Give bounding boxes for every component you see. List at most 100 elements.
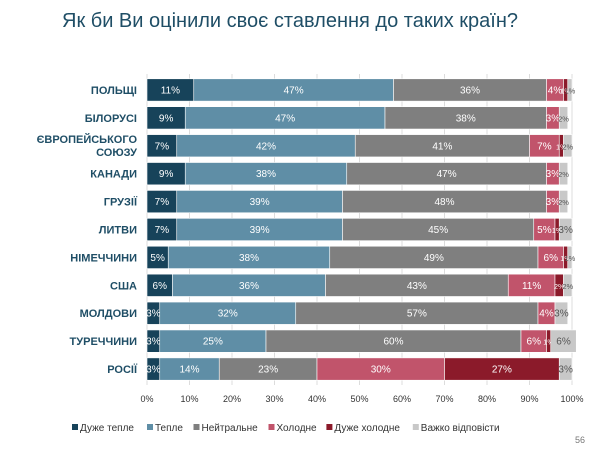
data-label: 1%	[552, 226, 563, 235]
data-label: 47%	[284, 85, 304, 96]
category-label: БІЛОРУСІ	[85, 113, 137, 125]
data-label: 57%	[407, 309, 427, 320]
legend-label: Дуже холодне	[334, 423, 400, 434]
x-tick-label: 70%	[435, 394, 453, 404]
data-label: 6%	[556, 337, 571, 348]
data-label: 41%	[432, 141, 452, 152]
legend-swatch	[147, 424, 153, 430]
data-label: 3%	[546, 169, 561, 180]
data-label: 11%	[161, 85, 180, 96]
data-label: 7%	[155, 197, 170, 208]
bar-segment	[563, 134, 573, 158]
data-label: 1%	[543, 338, 554, 347]
category-label: НІМЕЧЧИНИ	[70, 252, 137, 264]
legend-swatch	[268, 424, 275, 430]
data-label: 2%	[558, 170, 569, 179]
data-label: 4%	[539, 309, 554, 320]
bar-segment	[567, 78, 573, 102]
category-label: ГРУЗІЇ	[104, 196, 138, 209]
data-label: 3%	[546, 197, 561, 208]
data-label: 2%	[558, 114, 569, 123]
bar-segment	[558, 162, 569, 186]
x-tick-label: 80%	[478, 394, 496, 404]
data-label: 43%	[407, 281, 427, 292]
data-label: 38%	[456, 113, 476, 124]
x-tick-label: 10%	[180, 394, 198, 404]
chart-title: Як би Ви оцінили своє ставлення до таких…	[62, 10, 519, 32]
category-label: ЛИТВИ	[99, 225, 137, 237]
data-label: 3%	[146, 337, 161, 348]
data-label: 1%	[556, 142, 567, 151]
data-label: 9%	[159, 169, 174, 180]
category-label: ПОЛЬЩІ	[91, 85, 137, 97]
data-label: 45%	[428, 225, 448, 236]
data-label: 38%	[239, 253, 259, 264]
data-label: 7%	[155, 225, 170, 236]
category-label: ТУРЕЧЧИНИ	[70, 336, 138, 348]
legend-label: Тепле	[155, 423, 183, 434]
bar-segment	[567, 245, 573, 269]
data-label: 6%	[544, 253, 559, 264]
data-label: 6%	[153, 281, 168, 292]
data-label: 32%	[218, 309, 238, 320]
data-label: 48%	[434, 197, 454, 208]
data-label: 39%	[250, 197, 270, 208]
data-label: 25%	[203, 337, 223, 348]
bar-segment	[554, 301, 569, 325]
x-tick-label: 50%	[350, 394, 368, 404]
legend-swatch	[72, 424, 78, 430]
data-label: 11%	[522, 281, 541, 292]
data-label: 1%	[560, 254, 571, 263]
data-label: 2%	[554, 282, 565, 291]
bar-segment	[558, 218, 573, 241]
x-tick-label: 60%	[393, 394, 411, 404]
x-tick-label: 30%	[265, 394, 283, 404]
x-tick-label: 100%	[560, 394, 583, 404]
bar-segment	[558, 357, 573, 381]
data-label: 36%	[460, 85, 480, 96]
x-tick-label: 40%	[308, 394, 326, 404]
data-label: 38%	[256, 169, 276, 180]
data-label: 6%	[527, 337, 542, 348]
data-label: 39%	[250, 225, 270, 236]
data-label: 3%	[146, 365, 161, 376]
data-label: 3%	[558, 365, 573, 376]
data-label: 2%	[558, 198, 569, 207]
bar-segment	[563, 273, 573, 297]
data-label: 2%	[562, 142, 573, 151]
legend-label: Холодне	[277, 423, 318, 434]
data-label: 4%	[548, 85, 563, 96]
legend-swatch	[412, 424, 419, 430]
legend-swatch	[326, 424, 333, 430]
data-label: 1%	[564, 254, 575, 263]
bar-segment	[550, 329, 577, 353]
data-label: 36%	[239, 281, 259, 292]
data-label: 5%	[150, 253, 165, 264]
x-tick-label: 20%	[223, 394, 241, 404]
bar-segment	[558, 106, 569, 130]
data-label: 14%	[179, 365, 199, 376]
category-label: КАНАДИ	[90, 169, 137, 181]
data-label: 5%	[537, 225, 552, 236]
data-label: 47%	[275, 113, 295, 124]
category-label: РОСІЇ	[107, 363, 138, 376]
category-label: ЄВРОПЕЙСЬКОГО СОЮЗУ	[37, 133, 138, 159]
bar-segment	[558, 190, 569, 214]
x-tick-label: 90%	[520, 394, 538, 404]
x-tick-label: 0%	[140, 394, 153, 404]
legend-swatch	[193, 424, 200, 430]
data-label: 7%	[155, 141, 170, 152]
category-label: МОЛДОВИ	[80, 308, 138, 320]
data-label: 30%	[371, 365, 391, 376]
data-label: 2%	[562, 282, 573, 291]
legend-label: Дуже тепле	[80, 423, 134, 434]
category-label: США	[110, 280, 137, 292]
legend-label: Важко відповісти	[421, 423, 500, 434]
legend-label: Нейтральне	[202, 423, 259, 434]
data-label: 3%	[546, 113, 561, 124]
data-label: 9%	[159, 113, 174, 124]
data-label: 42%	[256, 141, 276, 152]
data-label: 7%	[537, 141, 552, 152]
data-label: 1%	[564, 86, 575, 95]
